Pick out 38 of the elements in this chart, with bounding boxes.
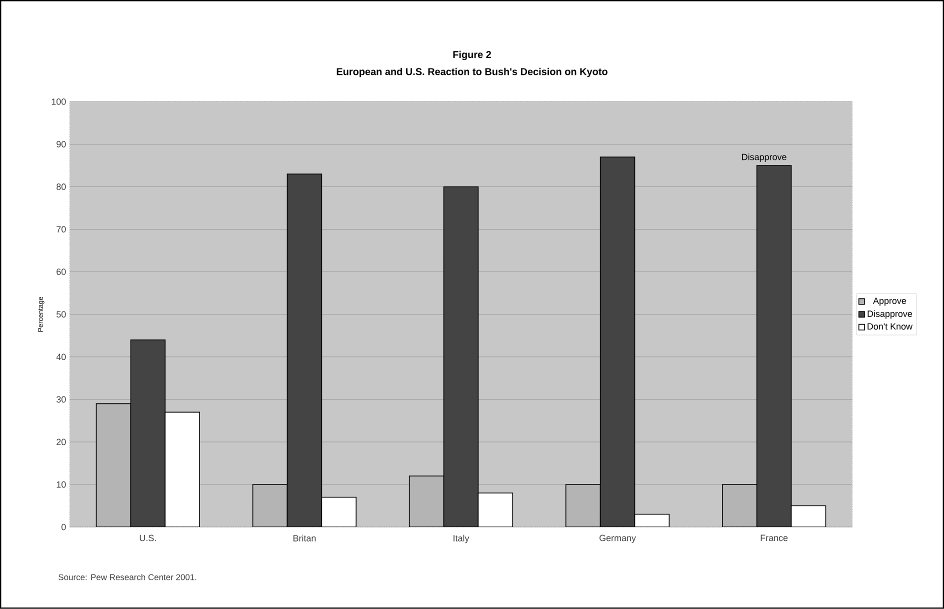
x-tick-label: Italy: [454, 534, 470, 544]
legend-label: Disapprove: [868, 310, 912, 319]
y-tick-label: 40: [56, 354, 66, 360]
bar: [600, 157, 635, 528]
y-tick-label: 90: [56, 141, 66, 148]
y-tick-label: 20: [56, 438, 66, 446]
x-tick-label: U.S.: [140, 534, 156, 542]
source-note: Source: Pew Research Center 2001.: [58, 574, 196, 580]
y-tick-label: 10: [56, 481, 66, 488]
chart-title: Figure 2: [453, 50, 491, 60]
bar: [286, 174, 322, 528]
legend-label: Approve: [873, 298, 906, 306]
legend-label: Don't Know: [868, 323, 913, 330]
bar: [96, 403, 132, 528]
y-tick-label: 70: [56, 226, 66, 233]
y-tick-label: 30: [56, 396, 66, 403]
bar: [252, 484, 288, 528]
bar: [443, 186, 479, 528]
y-tick-label: 50: [56, 311, 66, 318]
bar: [478, 492, 514, 528]
bar: [756, 165, 792, 528]
annotation: Disapprove: [742, 154, 786, 162]
x-tick-label: Germany: [600, 534, 636, 544]
bar: [790, 506, 826, 528]
bar: [408, 476, 444, 528]
x-tick-label: France: [760, 534, 788, 542]
y-tick-label: 100: [52, 98, 66, 105]
bar: [722, 484, 758, 528]
bar: [566, 484, 600, 528]
bar: [634, 514, 670, 528]
bar: [164, 412, 200, 528]
y-tick-label: 60: [56, 268, 66, 276]
chart-subtitle: European and U.S. Reaction to Bush's Decision on Kyoto: [336, 68, 608, 78]
bar: [321, 497, 357, 528]
x-tick-label: Britan: [293, 534, 316, 542]
y-tick-label: 80: [56, 184, 66, 190]
bar: [130, 340, 166, 528]
y-tick-label: 0: [61, 524, 66, 530]
